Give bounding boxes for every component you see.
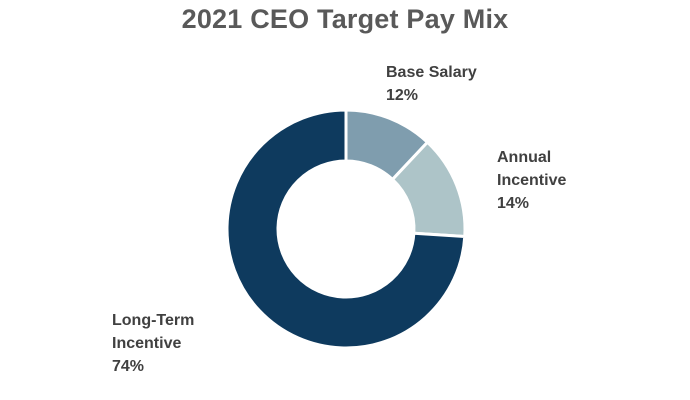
label-long-term-incentive: Long-Term Incentive 74% (112, 309, 194, 378)
label-annual-incentive: Annual Incentive 14% (497, 146, 566, 215)
label-annual-incentive-name-2: Incentive (497, 172, 567, 189)
slice-long-term-incentive (225, 108, 467, 350)
label-base-salary: Base Salary 12% (386, 61, 477, 107)
label-base-salary-pct: 12% (386, 87, 419, 104)
label-base-salary-name: Base Salary (386, 64, 477, 81)
label-annual-incentive-pct: 14% (497, 195, 530, 212)
chart-title: 2021 CEO Target Pay Mix (181, 4, 509, 34)
label-lti-pct: 74% (112, 358, 145, 375)
label-annual-incentive-name-1: Annual (497, 149, 552, 166)
label-lti-name-2: Incentive (112, 335, 182, 352)
label-lti-name-1: Long-Term (112, 312, 195, 329)
